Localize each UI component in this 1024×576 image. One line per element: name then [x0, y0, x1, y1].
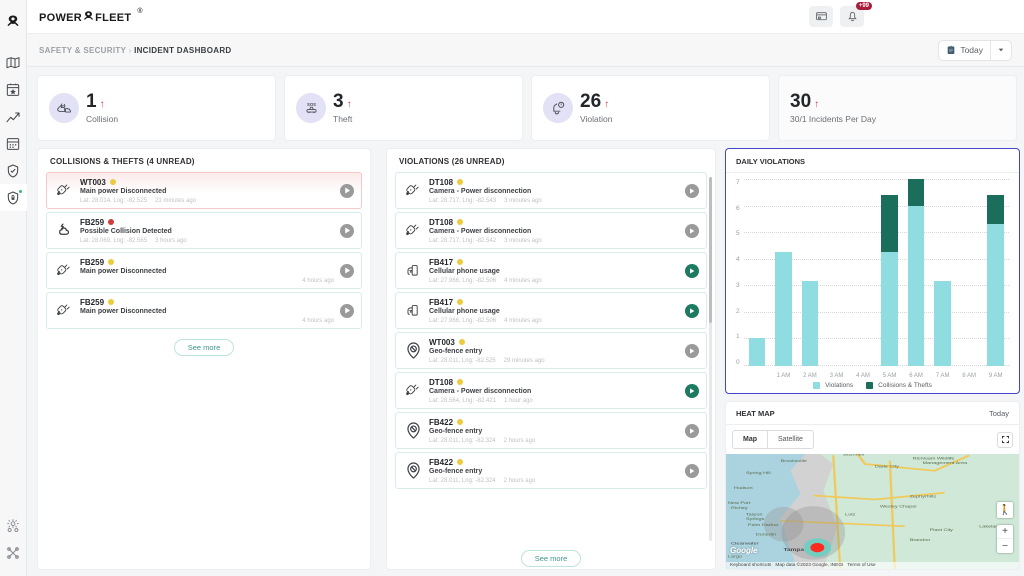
- svg-text:Management Area: Management Area: [923, 461, 968, 465]
- svg-text:New Port: New Port: [728, 501, 751, 505]
- svg-text:Brandon: Brandon: [910, 538, 931, 542]
- svg-text:Bushnell: Bushnell: [843, 454, 864, 456]
- svg-text:SOS: SOS: [306, 102, 315, 107]
- svg-text:Hudson: Hudson: [734, 486, 753, 490]
- svg-text:Richey: Richey: [731, 506, 748, 510]
- svg-text:Dade City: Dade City: [875, 464, 900, 468]
- svg-text:Wesley Chapel: Wesley Chapel: [880, 504, 917, 508]
- svg-text:Springs: Springs: [746, 517, 765, 521]
- svg-text:Spring Hill: Spring Hill: [746, 471, 771, 475]
- svg-text:Tampa: Tampa: [784, 548, 805, 553]
- svg-text:Plant City: Plant City: [930, 528, 954, 532]
- svg-text:Tarpon: Tarpon: [746, 512, 763, 516]
- svg-text:Brooksville: Brooksville: [781, 459, 808, 463]
- svg-text:Dunedin: Dunedin: [756, 532, 777, 536]
- svg-text:Zephyrhills: Zephyrhills: [910, 494, 937, 498]
- svg-text:Largo: Largo: [728, 554, 742, 558]
- svg-text:Lutz: Lutz: [845, 512, 856, 516]
- svg-text:Richloam Wildlife: Richloam Wildlife: [913, 456, 955, 460]
- svg-text:Palm Harbor: Palm Harbor: [748, 523, 779, 527]
